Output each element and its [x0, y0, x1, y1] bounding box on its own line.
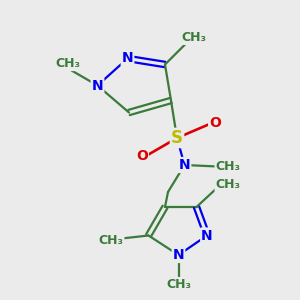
- Text: CH₃: CH₃: [181, 31, 206, 44]
- Text: CH₃: CH₃: [55, 57, 80, 70]
- Text: CH₃: CH₃: [98, 233, 124, 247]
- Text: N: N: [173, 248, 184, 262]
- Text: N: N: [179, 158, 190, 172]
- Text: O: O: [209, 116, 221, 130]
- Text: O: O: [136, 149, 148, 163]
- Text: N: N: [122, 52, 133, 65]
- Text: N: N: [92, 79, 103, 92]
- Text: CH₃: CH₃: [215, 178, 241, 191]
- Text: CH₃: CH₃: [215, 160, 241, 173]
- Text: CH₃: CH₃: [166, 278, 191, 291]
- Text: N: N: [201, 229, 213, 242]
- Text: S: S: [171, 129, 183, 147]
